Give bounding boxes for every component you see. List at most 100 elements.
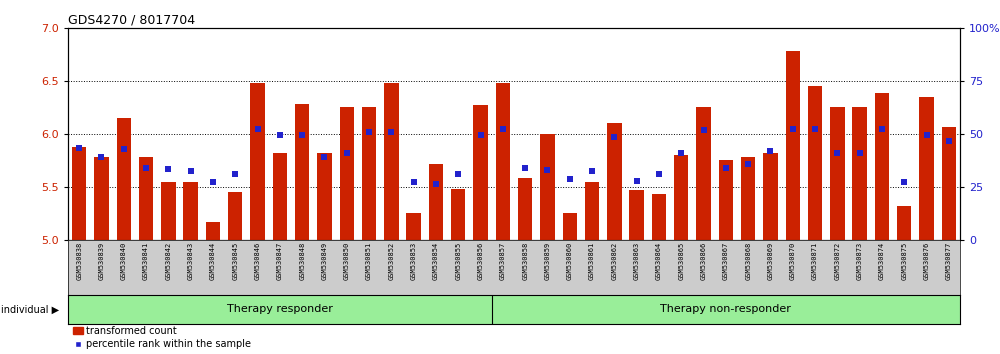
Bar xyxy=(808,86,822,240)
Text: GSM530868: GSM530868 xyxy=(745,242,751,280)
Bar xyxy=(340,107,354,240)
Point xyxy=(718,165,734,171)
Point xyxy=(428,181,444,187)
Text: GSM530838: GSM530838 xyxy=(76,242,82,280)
Text: GSM530866: GSM530866 xyxy=(701,242,707,280)
Text: GSM530871: GSM530871 xyxy=(812,242,818,280)
Bar xyxy=(250,83,265,240)
Bar xyxy=(117,118,131,240)
Bar xyxy=(942,127,956,240)
Text: GDS4270 / 8017704: GDS4270 / 8017704 xyxy=(68,13,195,27)
Text: GSM530859: GSM530859 xyxy=(544,242,550,280)
Text: GSM530848: GSM530848 xyxy=(299,242,305,280)
Text: GSM530874: GSM530874 xyxy=(879,242,885,280)
Point xyxy=(227,171,243,177)
Text: GSM530861: GSM530861 xyxy=(589,242,595,280)
Point xyxy=(495,126,511,131)
Point xyxy=(896,179,912,184)
Point xyxy=(852,150,868,156)
Bar xyxy=(563,213,577,240)
Point xyxy=(250,126,266,131)
Bar xyxy=(786,51,800,240)
Bar xyxy=(607,123,622,240)
Text: Therapy non-responder: Therapy non-responder xyxy=(660,304,791,314)
Text: GSM530873: GSM530873 xyxy=(857,242,863,280)
Point xyxy=(517,165,533,171)
Text: Therapy responder: Therapy responder xyxy=(227,304,333,314)
Point xyxy=(473,132,489,138)
Text: GSM530869: GSM530869 xyxy=(767,242,773,280)
Bar xyxy=(852,107,867,240)
Bar xyxy=(629,190,644,240)
Point xyxy=(606,134,622,140)
Bar xyxy=(719,160,733,240)
Point xyxy=(584,168,600,174)
Point xyxy=(183,168,199,174)
Text: GSM530862: GSM530862 xyxy=(611,242,617,280)
Bar xyxy=(94,157,109,240)
Text: GSM530865: GSM530865 xyxy=(678,242,684,280)
Point xyxy=(651,171,667,177)
Point xyxy=(160,166,176,172)
Bar xyxy=(451,189,465,240)
Text: GSM530853: GSM530853 xyxy=(411,242,417,280)
Bar xyxy=(897,206,911,240)
Point xyxy=(629,178,645,183)
Bar xyxy=(919,97,934,240)
Point xyxy=(696,127,712,132)
Text: GSM530858: GSM530858 xyxy=(522,242,528,280)
Text: GSM530844: GSM530844 xyxy=(210,242,216,280)
Bar xyxy=(696,107,711,240)
Text: GSM530867: GSM530867 xyxy=(723,242,729,280)
Bar xyxy=(317,153,332,240)
Point xyxy=(807,126,823,131)
Text: GSM530847: GSM530847 xyxy=(277,242,283,280)
Bar xyxy=(362,107,376,240)
Point xyxy=(93,154,109,160)
Bar xyxy=(228,192,242,240)
Bar xyxy=(741,157,755,240)
Bar xyxy=(540,134,555,240)
Text: individual ▶: individual ▶ xyxy=(1,304,59,314)
Bar xyxy=(652,194,666,240)
Text: GSM530851: GSM530851 xyxy=(366,242,372,280)
Bar xyxy=(273,153,287,240)
Bar xyxy=(473,105,488,240)
Point xyxy=(361,129,377,135)
Point xyxy=(205,179,221,184)
Text: GSM530842: GSM530842 xyxy=(165,242,171,280)
Text: GSM530852: GSM530852 xyxy=(388,242,394,280)
Point xyxy=(740,161,756,166)
Text: GSM530863: GSM530863 xyxy=(634,242,640,280)
Bar xyxy=(161,182,176,240)
Bar xyxy=(295,104,309,240)
Text: GSM530841: GSM530841 xyxy=(143,242,149,280)
Point xyxy=(339,150,355,156)
Point xyxy=(450,171,466,177)
Point xyxy=(406,179,422,184)
Text: GSM530877: GSM530877 xyxy=(946,242,952,280)
Text: GSM530850: GSM530850 xyxy=(344,242,350,280)
Bar xyxy=(206,222,220,240)
Point xyxy=(829,150,845,156)
Point xyxy=(785,126,801,131)
Bar xyxy=(72,147,86,240)
Bar xyxy=(183,182,198,240)
Point xyxy=(673,150,689,156)
Text: GSM530860: GSM530860 xyxy=(567,242,573,280)
Bar xyxy=(763,153,778,240)
Point xyxy=(539,167,555,173)
Point xyxy=(272,132,288,138)
Point xyxy=(294,132,310,138)
Point xyxy=(116,146,132,152)
Text: GSM530839: GSM530839 xyxy=(98,242,104,280)
Text: GSM530875: GSM530875 xyxy=(901,242,907,280)
Point xyxy=(919,132,935,138)
Text: GSM530856: GSM530856 xyxy=(478,242,484,280)
Point xyxy=(138,165,154,171)
Point xyxy=(762,148,778,154)
Text: GSM530849: GSM530849 xyxy=(321,242,327,280)
Bar xyxy=(830,107,845,240)
Text: GSM530876: GSM530876 xyxy=(924,242,930,280)
Bar xyxy=(429,164,443,240)
